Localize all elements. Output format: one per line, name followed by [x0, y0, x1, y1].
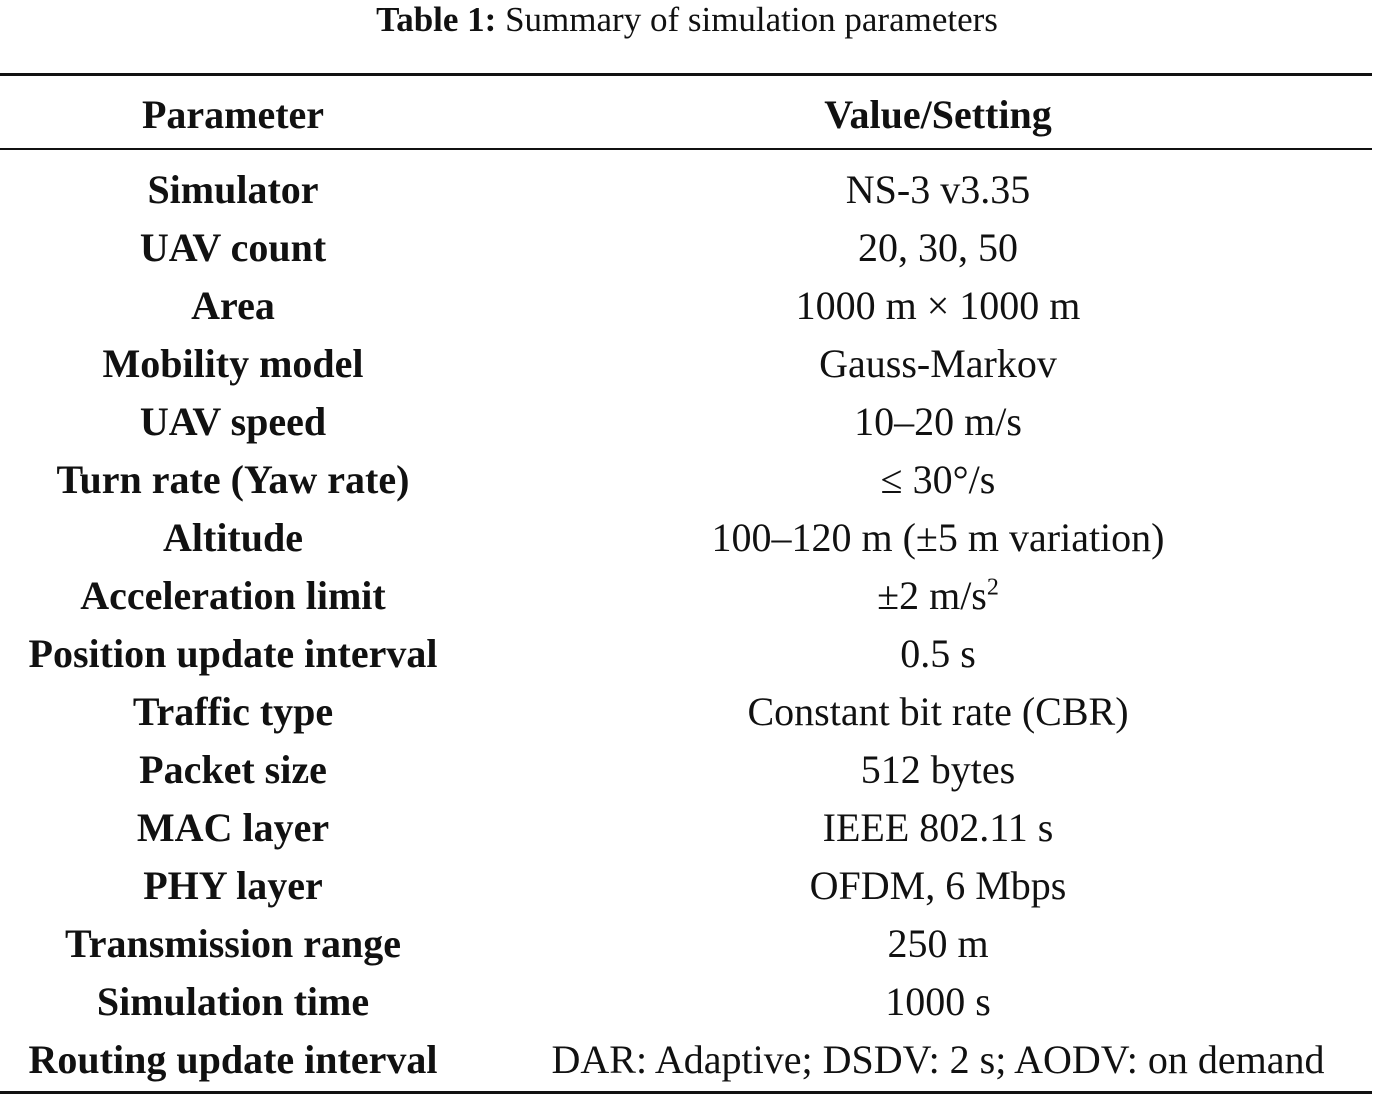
header-parameter: Parameter: [141, 91, 325, 137]
value-cell: 1000 s: [885, 978, 991, 1024]
value-cell: 10–20 m/s: [854, 398, 1022, 444]
table-header-row: Parameter Value/Setting: [0, 80, 1372, 148]
table-row: Transmission range 250 m: [0, 914, 1372, 972]
parameter-cell: Position update interval: [28, 630, 438, 676]
table-body: Simulator NS-3 v3.35 UAV count 20, 30, 5…: [0, 160, 1372, 1088]
value-cell: 20, 30, 50: [858, 224, 1018, 270]
value-cell: 250 m: [887, 920, 989, 966]
table-row: Simulator NS-3 v3.35: [0, 160, 1372, 218]
parameter-cell: Simulation time: [96, 978, 370, 1024]
table-row: Area 1000 m × 1000 m: [0, 276, 1372, 334]
table-row: Packet size 512 bytes: [0, 740, 1372, 798]
table-caption: Table 1: Summary of simulation parameter…: [0, 0, 1374, 40]
value-cell: Gauss-Markov: [819, 340, 1057, 386]
parameter-cell: Acceleration limit: [80, 572, 386, 618]
value-cell: ±2 m/s2: [466, 572, 1372, 619]
value-cell: NS-3 v3.35: [845, 166, 1031, 212]
table-top-rule: [0, 73, 1372, 76]
value-cell: 100–120 m (±5 m variation): [711, 514, 1165, 560]
parameter-cell: MAC layer: [136, 804, 330, 850]
parameter-cell: Altitude: [163, 514, 303, 560]
parameter-cell: PHY layer: [143, 862, 323, 908]
parameter-cell: UAV speed: [139, 398, 327, 444]
table-row: Acceleration limit ±2 m/s2: [0, 566, 1372, 624]
parameter-cell: Simulator: [147, 166, 319, 212]
value-cell: IEEE 802.11 s: [822, 804, 1054, 850]
value-text: ±2 m/s: [877, 572, 987, 618]
value-cell: Constant bit rate (CBR): [747, 688, 1129, 734]
table-bottom-rule: [0, 1091, 1372, 1094]
table-row: UAV count 20, 30, 50: [0, 218, 1372, 276]
table-row: Altitude 100–120 m (±5 m variation): [0, 508, 1372, 566]
caption-text: Summary of simulation parameters: [505, 0, 998, 39]
table-row: Turn rate (Yaw rate) ≤ 30°/s: [0, 450, 1372, 508]
table-row: Routing update interval DAR: Adaptive; D…: [0, 1030, 1372, 1088]
table-row: PHY layer OFDM, 6 Mbps: [0, 856, 1372, 914]
value-cell: OFDM, 6 Mbps: [809, 862, 1067, 908]
parameter-cell: Area: [191, 282, 275, 328]
table-header-rule: [0, 148, 1372, 150]
parameter-cell: Turn rate (Yaw rate): [56, 456, 410, 502]
value-cell: 0.5 s: [900, 630, 976, 676]
value-cell: DAR: Adaptive; DSDV: 2 s; AODV: on deman…: [551, 1036, 1325, 1082]
parameter-cell: UAV count: [139, 224, 327, 270]
table-row: MAC layer IEEE 802.11 s: [0, 798, 1372, 856]
value-cell: 512 bytes: [860, 746, 1016, 792]
value-cell: 1000 m × 1000 m: [795, 282, 1081, 328]
value-superscript: 2: [986, 574, 999, 601]
parameter-cell: Routing update interval: [28, 1036, 438, 1082]
header-value: Value/Setting: [824, 91, 1052, 137]
parameter-cell: Traffic type: [132, 688, 334, 734]
table-row: Simulation time 1000 s: [0, 972, 1372, 1030]
caption-label: Table 1:: [376, 0, 497, 39]
parameter-cell: Packet size: [139, 746, 327, 792]
table-row: Position update interval 0.5 s: [0, 624, 1372, 682]
table-row: Mobility model Gauss-Markov: [0, 334, 1372, 392]
parameter-cell: Mobility model: [102, 340, 364, 386]
table-row: Traffic type Constant bit rate (CBR): [0, 682, 1372, 740]
parameter-cell: Transmission range: [65, 920, 401, 966]
table-row: UAV speed 10–20 m/s: [0, 392, 1372, 450]
value-cell: ≤ 30°/s: [880, 456, 996, 502]
